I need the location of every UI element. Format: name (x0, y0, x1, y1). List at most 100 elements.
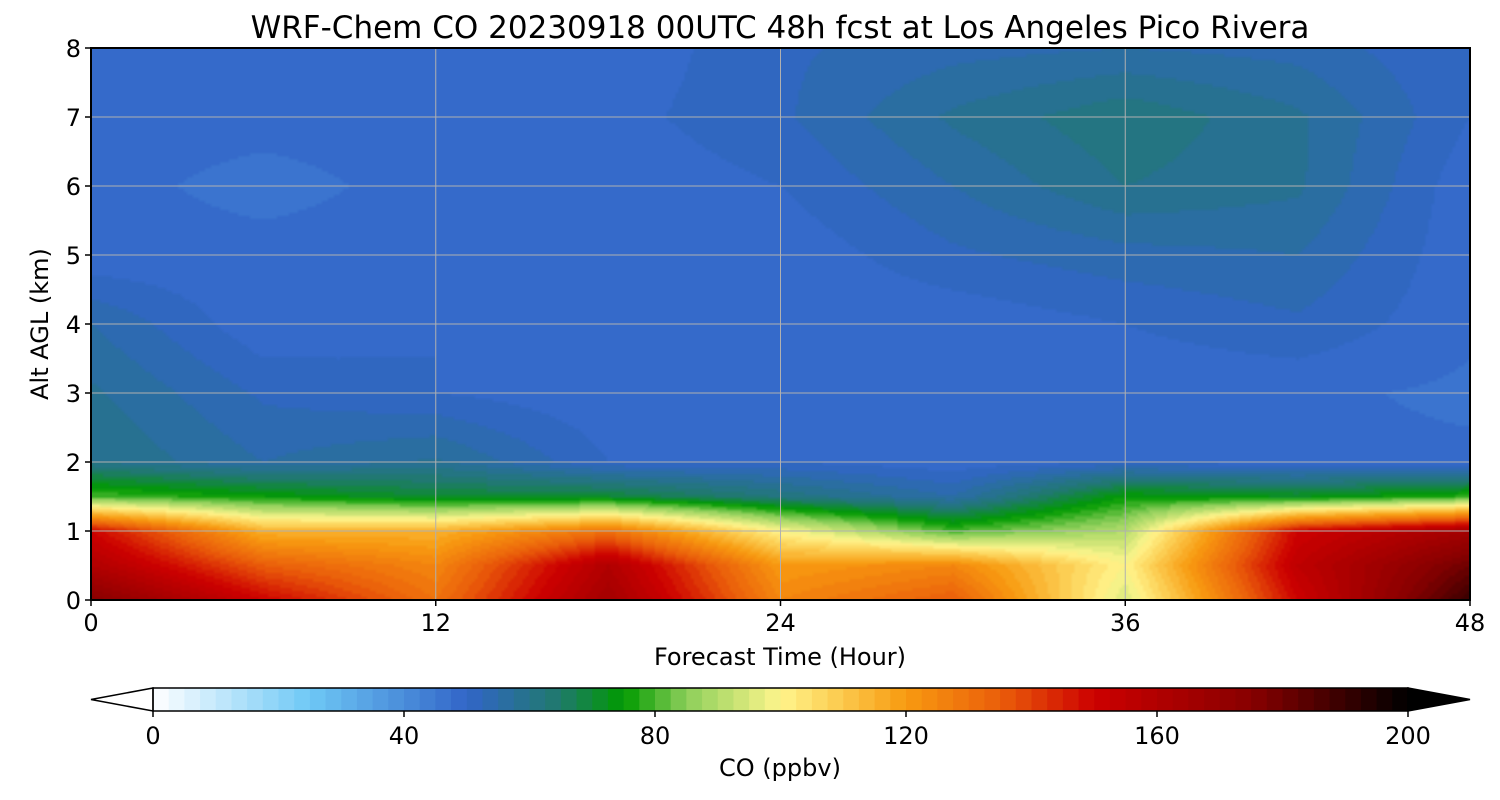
colorbar-bin (560, 688, 578, 711)
colorbar-bin (513, 688, 531, 711)
colorbar-bin (1392, 688, 1409, 711)
colorbar-bin (278, 688, 295, 711)
colorbar-bin (874, 688, 891, 711)
colorbar-bin (247, 688, 264, 711)
colorbar-tick-label: 0 (145, 722, 160, 750)
colorbar-bin (262, 688, 280, 711)
colorbar-bin (153, 688, 170, 711)
colorbar-bin (796, 688, 813, 711)
x-tick-label: 36 (1110, 609, 1141, 637)
colorbar-bin (1047, 688, 1064, 711)
colorbar-bin (388, 688, 405, 711)
colorbar-bin (372, 688, 389, 711)
colorbar-bin (1376, 688, 1393, 711)
colorbar-bin (168, 688, 185, 711)
colorbar-bin (1266, 688, 1284, 711)
colorbar-bin (1062, 688, 1080, 711)
colorbar-bin (1329, 688, 1346, 711)
colorbar-extend-low (90, 687, 154, 712)
colorbar-bin (623, 688, 640, 711)
colorbar-label: CO (ppbv) (719, 754, 841, 782)
colorbar-bin (717, 688, 735, 711)
colorbar-bin (325, 688, 342, 711)
colorbar-bin (1094, 688, 1111, 711)
colorbar-bin (1000, 688, 1017, 711)
colorbar-bin (1282, 688, 1299, 711)
colorbar-tick-label: 120 (883, 722, 929, 750)
colorbar-bin (1188, 688, 1205, 711)
colorbar-bin (356, 688, 374, 711)
colorbar-bin (780, 688, 797, 711)
colorbar-bin (655, 688, 672, 711)
colorbar-bin (200, 688, 217, 711)
colorbar-bin (294, 688, 311, 711)
colorbar-bin (529, 688, 546, 711)
colorbar-bin (749, 688, 766, 711)
colorbar-bin (953, 688, 970, 711)
colorbar-bin (843, 688, 860, 711)
colorbar-tick-label: 80 (640, 722, 671, 750)
y-tick-label: 6 (66, 173, 81, 201)
y-axis-label: Alt AGL (km) (26, 248, 54, 400)
colorbar-extend-high (1407, 687, 1471, 712)
x-tick-label: 12 (420, 609, 451, 637)
colorbar-bin (1345, 688, 1362, 711)
grid-lines (91, 48, 1470, 600)
colorbar-bin (435, 688, 452, 711)
colorbar-bin (906, 688, 923, 711)
y-tick-label: 7 (66, 104, 81, 132)
colorbar-bin (1313, 688, 1331, 711)
colorbar-tick-label: 160 (1134, 722, 1180, 750)
colorbar-bin (309, 688, 327, 711)
colorbar-bin (231, 688, 248, 711)
colorbar-bin (1141, 688, 1158, 711)
colorbar-bin (1157, 688, 1174, 711)
colorbar-bin (419, 688, 436, 711)
colorbar-bin (592, 688, 609, 711)
colorbar-bin (937, 688, 954, 711)
x-axis-ticks: 0 12 24 36 48 (83, 600, 1485, 637)
colorbar-bin (545, 688, 562, 711)
colorbar: 0 40 80 120 160 200 CO (ppbv) (90, 687, 1471, 782)
colorbar-bin (1219, 688, 1237, 711)
colorbar-bin (702, 688, 719, 711)
colorbar-bin (1204, 688, 1221, 711)
x-tick-label: 48 (1455, 609, 1486, 637)
colorbar-tick-label: 200 (1385, 722, 1431, 750)
colorbar-bin (466, 688, 484, 711)
colorbar-bin (1360, 688, 1378, 711)
y-tick-label: 1 (66, 518, 81, 546)
colorbar-tick-label: 40 (389, 722, 420, 750)
colorbar-bin (670, 688, 687, 711)
x-tick-label: 0 (83, 609, 98, 637)
x-axis-label: Forecast Time (Hour) (654, 643, 906, 671)
colorbar-bin (984, 688, 1001, 711)
colorbar-bin (1172, 688, 1189, 711)
colorbar-bin (1109, 688, 1127, 711)
y-tick-label: 4 (66, 311, 81, 339)
colorbar-bin (498, 688, 515, 711)
colorbar-bin (184, 688, 201, 711)
colorbar-bin (1015, 688, 1033, 711)
colorbar-bin (576, 688, 593, 711)
colorbar-bin (1078, 688, 1095, 711)
colorbar-bin (811, 688, 829, 711)
colorbar-bin (921, 688, 938, 711)
colorbar-bins (153, 688, 1409, 711)
colorbar-bin (890, 688, 907, 711)
colorbar-ticks: 0 40 80 120 160 200 (145, 711, 1431, 750)
colorbar-bin (639, 688, 656, 711)
colorbar-bin (1298, 688, 1315, 711)
colorbar-bin (1235, 688, 1252, 711)
colorbar-bin (968, 688, 986, 711)
chart-title: WRF-Chem CO 20230918 00UTC 48h fcst at L… (251, 10, 1310, 46)
y-tick-label: 5 (66, 242, 81, 270)
colorbar-bin (451, 688, 468, 711)
colorbar-bin (827, 688, 844, 711)
colorbar-bin (482, 688, 499, 711)
colorbar-bin (1251, 688, 1268, 711)
x-tick-label: 24 (765, 609, 796, 637)
colorbar-bin (215, 688, 233, 711)
colorbar-bin (341, 688, 358, 711)
